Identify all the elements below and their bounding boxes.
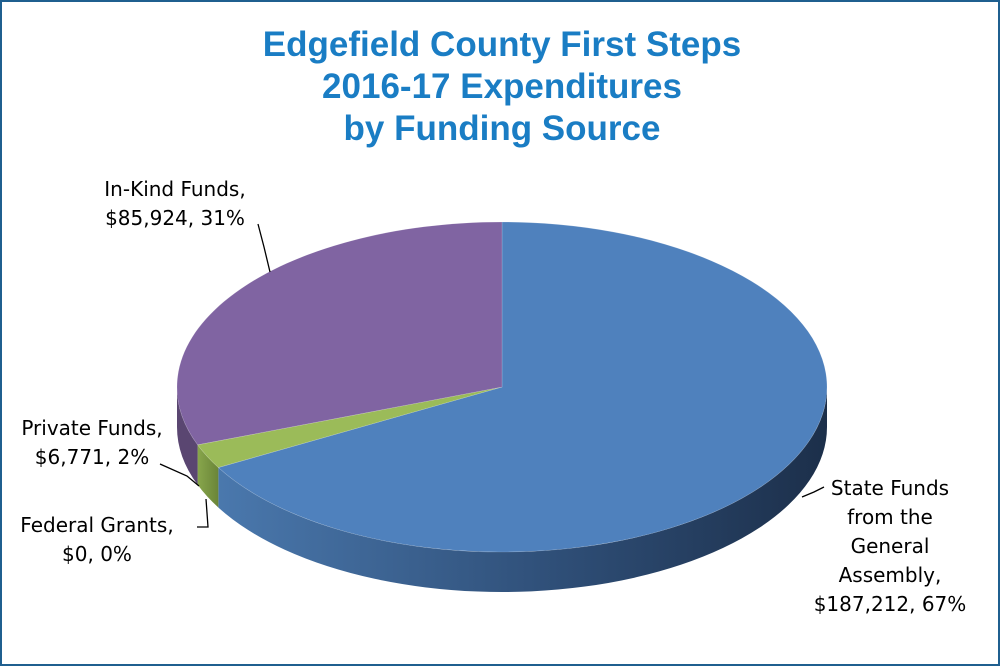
data-label-inkind-line-1: In-Kind Funds, <box>104 177 245 201</box>
data-label-federal-line-1: Federal Grants, <box>20 513 173 537</box>
data-label-state-line-2: from the <box>847 505 933 529</box>
data-label-federal: Federal Grants, $0, 0% <box>20 513 173 566</box>
data-label-private-line-2: $6,771, 2% <box>35 445 149 469</box>
pie-top-layer <box>176 221 828 553</box>
data-label-private: Private Funds, $6,771, 2% <box>21 416 162 469</box>
data-label-layer: State Funds from the General Assembly, $187,… <box>20 177 966 616</box>
leader-line-inkind <box>257 223 271 273</box>
pie-side-state <box>218 387 827 592</box>
data-label-state-line-5: $187,212, 67% <box>814 592 967 616</box>
leader-line-layer <box>159 223 825 528</box>
leader-line-private <box>159 463 200 487</box>
chart-title: Edgefield County First Steps 2016-17 Exp… <box>2 24 998 150</box>
pie-slice-inkind <box>176 221 503 446</box>
pie-slice-state <box>217 221 828 553</box>
pie-side-layer <box>177 387 827 592</box>
chart-title-line-3: by Funding Source <box>343 109 661 148</box>
pie-slice-private <box>197 386 503 468</box>
data-label-state-line-1: State Funds <box>831 476 949 500</box>
data-label-inkind: In-Kind Funds, $85,924, 31% <box>104 177 245 230</box>
data-label-private-line-1: Private Funds, <box>21 416 162 440</box>
data-label-state: State Funds from the General Assembly, $187,… <box>814 476 967 616</box>
data-label-federal-line-2: $0, 0% <box>62 542 132 566</box>
data-label-state-line-3: General <box>851 534 930 558</box>
pie-side-private <box>197 444 219 508</box>
data-label-inkind-line-2: $85,924, 31% <box>105 206 245 230</box>
leader-line-state <box>801 486 825 498</box>
data-label-state-line-4: Assembly, <box>839 563 942 587</box>
pie-side-inkind <box>177 387 198 485</box>
chart-title-line-1: Edgefield County First Steps <box>262 25 742 64</box>
leader-line-federal <box>197 498 209 528</box>
chart-title-line-2: 2016-17 Expenditures <box>322 67 682 106</box>
